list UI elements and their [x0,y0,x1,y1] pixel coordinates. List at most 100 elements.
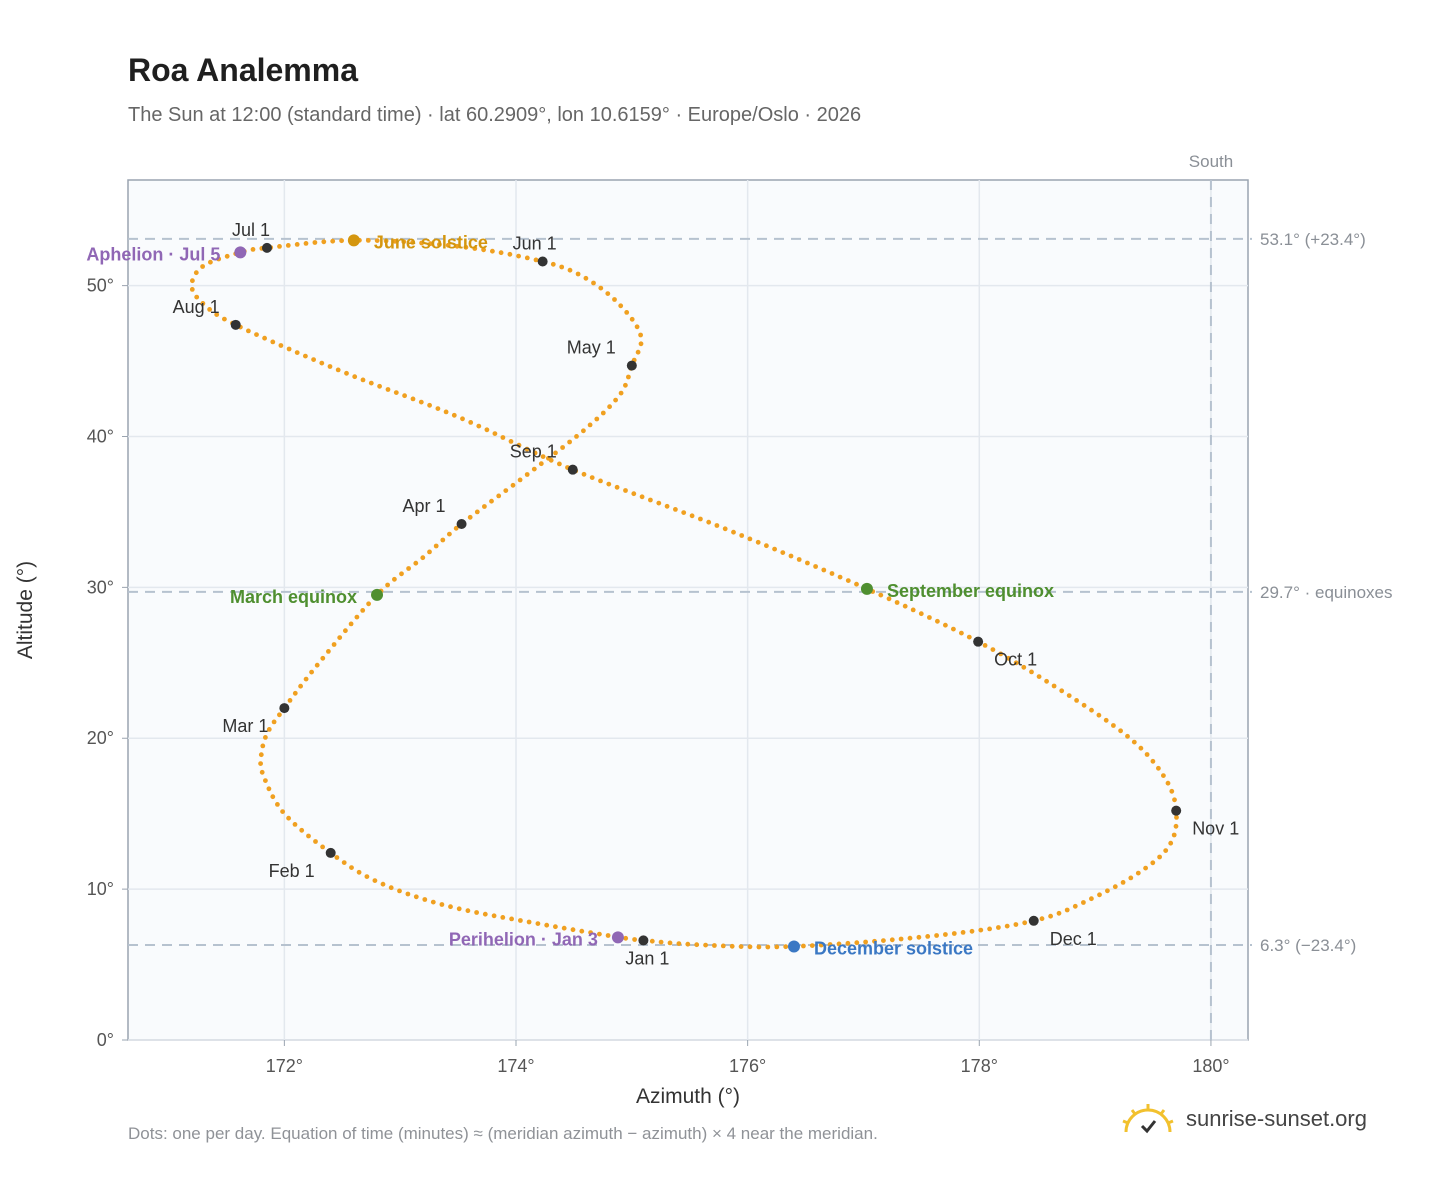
daily-dot [731,529,736,535]
daily-dot [352,374,358,380]
daily-dot [739,533,745,538]
daily-dot [280,809,285,814]
x-tick-label: 172° [266,1056,303,1076]
daily-dot [312,240,318,245]
month-label: Jul 1 [232,220,270,240]
daily-dot [448,904,453,910]
daily-dot [570,927,576,933]
event-dot [611,931,624,944]
daily-dot [334,855,340,860]
event-label: Perihelion · Jan 3 [449,929,598,949]
daily-dot [418,399,424,405]
daily-dot [629,316,635,322]
daily-dot [943,622,948,628]
daily-dot [567,439,572,445]
daily-dot [327,364,333,369]
daily-dot [898,936,904,942]
daily-dot [524,255,530,261]
daily-dot [510,482,516,488]
daily-dot [1143,865,1148,871]
daily-dot [451,412,457,418]
daily-dot [1150,860,1156,866]
daily-dot [689,513,695,519]
daily-dot [1013,922,1019,927]
daily-dot [447,531,452,537]
daily-dot [189,287,195,292]
daily-dot [413,894,419,900]
daily-dot [303,353,308,359]
daily-dot [365,238,371,243]
daily-dot [910,607,916,613]
daily-dot [1096,712,1102,718]
daily-dot [594,416,600,422]
grid-lines [128,180,1248,1041]
daily-dot [591,280,596,286]
daily-dot [427,549,432,555]
daily-dot [320,655,326,661]
daily-dot [854,940,860,946]
daily-dot [266,786,272,792]
daily-dot [330,238,336,244]
daily-dot [356,869,362,875]
daily-dot [649,938,655,944]
daily-dot [263,735,268,740]
daily-dot [258,752,264,758]
month-label: Aug 1 [173,297,220,317]
daily-dot [343,628,348,634]
y-tick-label: 50° [87,276,114,296]
daily-dot [560,445,565,450]
daily-dot [863,939,868,945]
daily-dot [535,921,541,926]
month-dot [456,519,467,529]
daily-dot [557,461,562,467]
daily-dot [360,608,366,613]
daily-dot [216,256,222,262]
daily-dot [1112,884,1118,890]
daily-dot [658,939,664,945]
daily-dot [439,902,445,907]
daily-dot [250,247,256,252]
event-dot [234,246,247,259]
daily-dot [854,581,859,587]
daily-dot [935,618,940,624]
daily-dot [635,349,641,355]
x-axis-title: Azimuth (°) [636,1085,740,1108]
event-label: September equinox [887,581,1054,601]
daily-dot [222,316,227,322]
brand-logo[interactable]: sunrise-sunset.org [1120,1102,1367,1136]
daily-dot [1165,780,1171,786]
daily-dot [437,242,442,247]
daily-dot [583,275,589,281]
daily-dot [613,397,618,403]
daily-dot [623,935,629,941]
daily-dot [263,778,268,783]
daily-dot [1172,797,1177,803]
daily-dot [1089,896,1094,902]
daily-dot [348,621,354,627]
daily-dot [818,942,824,948]
daily-dot [729,943,735,949]
month-markers: Jan 1 Feb 1 Mar 1 Apr 1 May 1 Jun 1 Jul 1 Aug 1… [173,220,1240,969]
daily-dot [588,930,593,935]
daily-dot [1006,655,1011,661]
daily-dot [454,243,460,249]
daily-dot [311,357,316,362]
daily-dot [482,504,487,509]
daily-dot [1059,688,1065,694]
daily-dot [598,478,603,484]
daily-dot [550,261,556,267]
daily-dot [694,942,700,948]
daily-dot [393,390,399,395]
x-tick-label: 178° [961,1056,998,1076]
daily-dot [503,488,509,493]
daily-dot [435,406,441,411]
footnote: Dots: one per day. Equation of time (min… [128,1124,878,1143]
daily-dot [413,560,419,566]
chart-title: Roa Analemma [128,52,358,88]
month-label: Dec 1 [1050,929,1097,949]
daily-dot [1168,840,1174,846]
daily-dot [460,416,465,422]
daily-dot [453,525,459,531]
daily-dot [313,839,318,844]
